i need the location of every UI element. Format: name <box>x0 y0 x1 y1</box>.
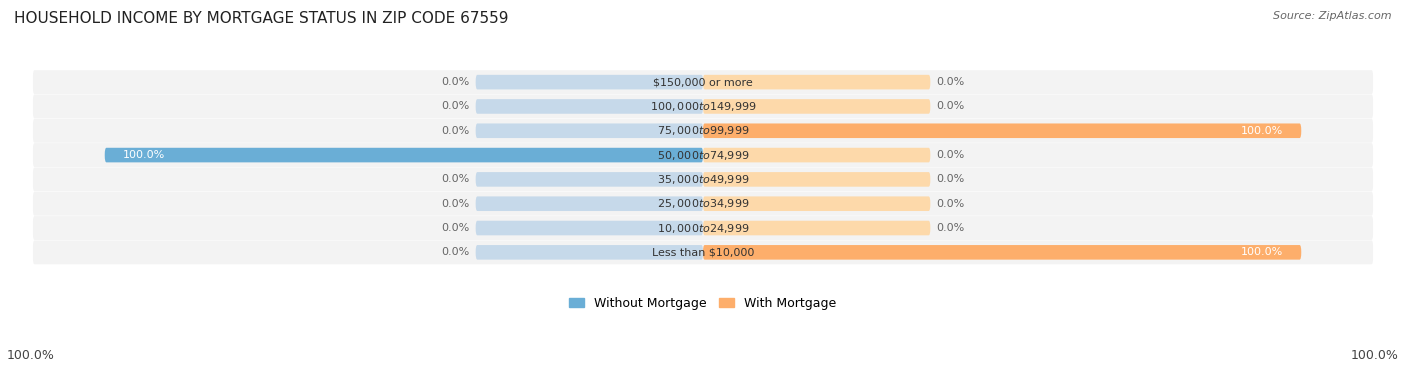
Text: 0.0%: 0.0% <box>441 101 470 112</box>
FancyBboxPatch shape <box>475 172 703 187</box>
Text: $75,000 to $99,999: $75,000 to $99,999 <box>657 124 749 137</box>
FancyBboxPatch shape <box>32 216 1374 240</box>
FancyBboxPatch shape <box>703 148 931 162</box>
FancyBboxPatch shape <box>475 245 703 260</box>
Text: 0.0%: 0.0% <box>441 77 470 87</box>
Text: 0.0%: 0.0% <box>936 150 965 160</box>
FancyBboxPatch shape <box>32 143 1374 167</box>
Text: 0.0%: 0.0% <box>936 101 965 112</box>
Text: $10,000 to $24,999: $10,000 to $24,999 <box>657 222 749 234</box>
Text: $35,000 to $49,999: $35,000 to $49,999 <box>657 173 749 186</box>
Text: 100.0%: 100.0% <box>1241 247 1284 257</box>
FancyBboxPatch shape <box>32 119 1374 143</box>
FancyBboxPatch shape <box>703 245 1302 260</box>
FancyBboxPatch shape <box>104 148 703 162</box>
FancyBboxPatch shape <box>32 70 1374 94</box>
Text: $150,000 or more: $150,000 or more <box>654 77 752 87</box>
Text: $25,000 to $34,999: $25,000 to $34,999 <box>657 197 749 210</box>
FancyBboxPatch shape <box>475 196 703 211</box>
Text: Source: ZipAtlas.com: Source: ZipAtlas.com <box>1274 11 1392 21</box>
Text: $100,000 to $149,999: $100,000 to $149,999 <box>650 100 756 113</box>
FancyBboxPatch shape <box>475 99 703 114</box>
FancyBboxPatch shape <box>703 75 931 89</box>
Text: 0.0%: 0.0% <box>936 223 965 233</box>
Legend: Without Mortgage, With Mortgage: Without Mortgage, With Mortgage <box>564 292 842 315</box>
FancyBboxPatch shape <box>475 123 703 138</box>
FancyBboxPatch shape <box>32 167 1374 191</box>
Text: 0.0%: 0.0% <box>936 199 965 209</box>
FancyBboxPatch shape <box>32 192 1374 216</box>
Text: 0.0%: 0.0% <box>936 175 965 184</box>
FancyBboxPatch shape <box>703 123 1302 138</box>
Text: 100.0%: 100.0% <box>1241 126 1284 136</box>
FancyBboxPatch shape <box>475 75 703 89</box>
FancyBboxPatch shape <box>703 172 931 187</box>
Text: HOUSEHOLD INCOME BY MORTGAGE STATUS IN ZIP CODE 67559: HOUSEHOLD INCOME BY MORTGAGE STATUS IN Z… <box>14 11 509 26</box>
Text: 100.0%: 100.0% <box>1351 349 1399 362</box>
Text: $50,000 to $74,999: $50,000 to $74,999 <box>657 149 749 162</box>
Text: 0.0%: 0.0% <box>441 199 470 209</box>
Text: 100.0%: 100.0% <box>122 150 165 160</box>
FancyBboxPatch shape <box>703 99 931 114</box>
Text: 0.0%: 0.0% <box>441 175 470 184</box>
Text: 0.0%: 0.0% <box>441 247 470 257</box>
FancyBboxPatch shape <box>703 196 931 211</box>
FancyBboxPatch shape <box>475 221 703 235</box>
FancyBboxPatch shape <box>32 95 1374 118</box>
FancyBboxPatch shape <box>32 241 1374 264</box>
Text: 0.0%: 0.0% <box>936 77 965 87</box>
Text: 0.0%: 0.0% <box>441 126 470 136</box>
Text: 0.0%: 0.0% <box>441 223 470 233</box>
Text: 100.0%: 100.0% <box>7 349 55 362</box>
FancyBboxPatch shape <box>703 221 931 235</box>
Text: Less than $10,000: Less than $10,000 <box>652 247 754 257</box>
